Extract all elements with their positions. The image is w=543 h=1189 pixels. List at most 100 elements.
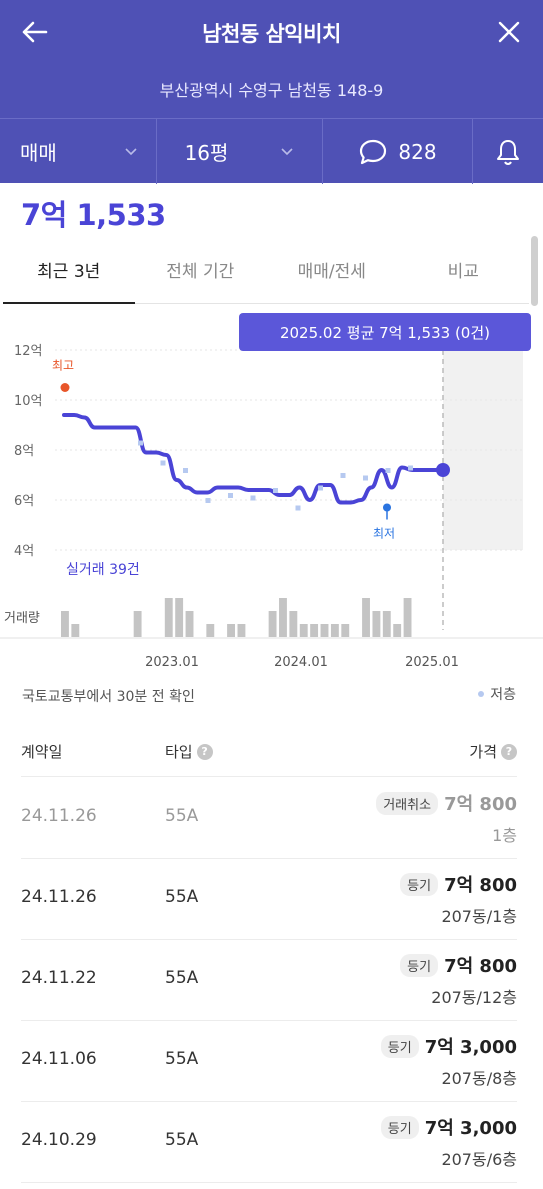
trade-count: 실거래 39건 [66, 562, 140, 578]
header-date: 계약일 [21, 743, 63, 761]
legend-dot [478, 691, 485, 697]
row-floor: 207동/12층 [431, 988, 517, 1007]
row-type: 55A [165, 1049, 199, 1069]
y-tick-label: 12억 [14, 344, 43, 359]
volume-bar [133, 611, 142, 637]
x-tick-label: 2023.01 [145, 655, 199, 670]
volume-bar [61, 611, 69, 637]
row-price-line: 등기 7억 800 [400, 871, 517, 897]
min-label: 최저 [373, 527, 395, 541]
scatter-point [363, 475, 368, 481]
row-price-line: 등기 7억 800 [400, 952, 517, 978]
volume-bar [164, 598, 173, 637]
max-point [60, 383, 70, 392]
tab-sale-lease[interactable]: 매매/전세 [297, 262, 366, 282]
row-amount: 7억 3,000 [424, 1037, 517, 1058]
volume-bar [268, 611, 277, 637]
scrollbar[interactable] [531, 236, 538, 306]
table-row[interactable]: 24.11.26 55A 거래취소 7억 800 1층 [21, 778, 517, 859]
tab-recent-3y[interactable]: 최근 3년 [3, 236, 135, 304]
header-type-label: 타입 [165, 743, 193, 761]
trade-type-label: 매매 [20, 141, 57, 165]
row-price-line: 등기 7억 3,000 [380, 1033, 517, 1059]
row-type: 55A [165, 806, 199, 826]
arrow-left-icon [22, 21, 48, 43]
help-icon[interactable]: ? [501, 743, 517, 760]
table-row[interactable]: 24.11.22 55A 등기 7억 800 207동/12층 [21, 940, 517, 1021]
current-price: 7억 1,533 [21, 198, 166, 232]
row-date: 24.11.22 [21, 968, 97, 988]
help-icon[interactable]: ? [196, 743, 213, 760]
legend: 저층 [478, 684, 516, 704]
row-amount: 7억 800 [444, 875, 517, 896]
volume-bar [237, 624, 246, 637]
chart-tooltip: 2025.02 평균 7억 1,533 (0건) [239, 313, 531, 351]
app-header: 남천동 삼익비치 부산광역시 수영구 남천동 148-9 매매 16평 828 [0, 0, 543, 184]
volume-bar [330, 624, 339, 637]
row-floor: 207동/8층 [441, 1069, 517, 1088]
table-row[interactable]: 24.11.26 55A 등기 7억 800 207동/1층 [21, 859, 517, 940]
y-tick-label: 10억 [14, 394, 43, 409]
row-price-line: 등기 7억 3,000 [380, 1114, 517, 1140]
scatter-point [228, 493, 233, 498]
scatter-point [408, 465, 413, 471]
tab-all-period[interactable]: 전체 기간 [166, 262, 235, 282]
volume-bar [372, 611, 381, 637]
row-type: 55A [165, 887, 199, 907]
volume-bar [382, 611, 391, 637]
header-type: 타입 ? [165, 741, 213, 762]
y-tick-label: 6억 [14, 494, 34, 509]
size-dropdown[interactable]: 16평 [157, 119, 323, 184]
row-price: 등기 7억 3,000 207동/8층 [380, 1033, 517, 1089]
volume-bar [289, 611, 298, 637]
volume-label: 거래량 [4, 611, 40, 626]
comments-button[interactable]: 828 [323, 119, 473, 184]
x-tick-label: 2025.01 [405, 655, 459, 670]
max-label: 최고 [52, 359, 74, 373]
row-price-line: 거래취소 7억 800 [376, 790, 517, 816]
bell-icon [497, 139, 519, 165]
current-point [436, 463, 450, 477]
table-row[interactable]: 24.10.29 55A 등기 7억 3,000 207동/6층 [21, 1102, 517, 1183]
scatter-point [205, 498, 211, 503]
row-amount: 7억 800 [444, 956, 517, 977]
title-bar: 남천동 삼익비치 [0, 0, 543, 64]
volume-bar [362, 598, 370, 637]
tab-compare[interactable]: 비교 [447, 262, 479, 282]
volume-bar [299, 624, 308, 637]
volume-bar [279, 598, 287, 637]
close-icon [498, 21, 520, 43]
row-price: 등기 7억 3,000 207동/6층 [380, 1114, 517, 1170]
chevron-down-icon [125, 147, 137, 155]
close-button[interactable] [489, 14, 529, 50]
scatter-point [295, 505, 301, 511]
speech-bubble-icon [360, 139, 387, 164]
scatter-point [250, 495, 256, 501]
row-type: 55A [165, 968, 199, 988]
trade-type-dropdown[interactable]: 매매 [0, 119, 157, 184]
scatter-point [138, 440, 143, 446]
volume-bar [341, 624, 350, 637]
volume-bar [185, 611, 194, 637]
volume-bar [320, 624, 329, 637]
data-source-text: 국토교통부에서 30분 전 확인 [22, 689, 195, 705]
table-header: 계약일 타입 ? 가격 ? [21, 735, 517, 777]
back-button[interactable] [14, 14, 54, 50]
row-date: 24.11.06 [21, 1049, 97, 1069]
row-floor: 1층 [492, 826, 517, 845]
row-price: 등기 7억 800 207동/1층 [400, 871, 517, 927]
header-price-label: 가격 [469, 743, 497, 761]
filter-bar: 매매 16평 828 [0, 118, 543, 184]
row-date: 24.10.29 [21, 1130, 97, 1150]
legend-label: 저층 [490, 687, 516, 703]
notification-button[interactable] [473, 119, 543, 184]
address-text: 부산광역시 수영구 남천동 148-9 [159, 81, 384, 100]
row-amount: 7억 800 [444, 794, 517, 815]
scatter-point [183, 468, 188, 473]
row-floor: 207동/6층 [441, 1150, 517, 1169]
price-line [62, 413, 445, 505]
header-price: 가격 ? [469, 741, 517, 762]
row-price: 등기 7억 800 207동/12층 [400, 952, 517, 1008]
table-row[interactable]: 24.11.06 55A 등기 7억 3,000 207동/8층 [21, 1021, 517, 1102]
